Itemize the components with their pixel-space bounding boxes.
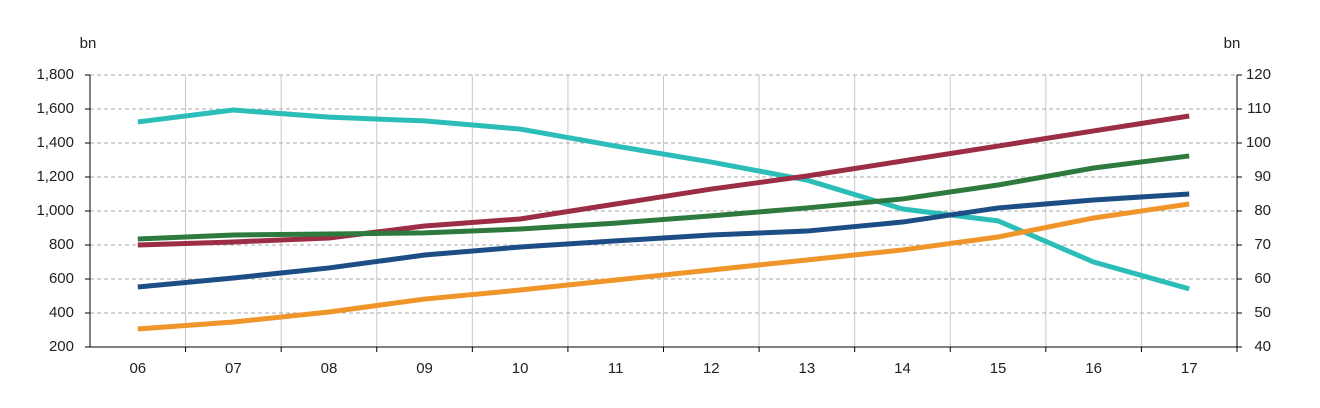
y-tick-label: 1,200 (36, 168, 74, 185)
y2-tick-label: 100 (1246, 134, 1271, 151)
y-tick-label: 1,600 (36, 100, 74, 117)
y-tick-label: 1,800 (36, 66, 74, 83)
line-series (137, 201, 1190, 332)
x-tick-label: 07 (225, 360, 242, 377)
y-tick-label: 1,400 (36, 134, 74, 151)
x-tick-label: 11 (608, 360, 624, 377)
line-series (137, 153, 1190, 242)
y-tick-label: 1,000 (36, 202, 74, 219)
x-tick-label: 12 (703, 360, 720, 377)
line-series (137, 113, 1190, 248)
y2-axis-label: bn (1224, 35, 1241, 52)
y-tick-label: 400 (49, 304, 74, 321)
y-tick-label: 600 (49, 270, 74, 287)
y2-tick-label: 90 (1254, 168, 1271, 185)
y2-tick-label: 70 (1254, 236, 1271, 253)
y2-tick-label: 110 (1247, 100, 1271, 117)
y2-tick-label: 120 (1246, 66, 1271, 83)
x-tick-label: 17 (1181, 360, 1198, 377)
x-tick-label: 16 (1085, 360, 1102, 377)
x-tick-label: 14 (894, 360, 911, 377)
x-tick-label: 06 (129, 360, 146, 377)
line-series (137, 107, 1190, 292)
x-tick-label: 15 (990, 360, 1007, 377)
x-tick-label: 08 (321, 360, 338, 377)
y2-tick-label: 40 (1254, 338, 1271, 355)
y-axis-label: bn (80, 35, 97, 52)
y2-tick-label: 80 (1254, 202, 1271, 219)
y2-tick-label: 60 (1254, 270, 1271, 287)
line-series (137, 191, 1190, 290)
x-tick-label: 13 (799, 360, 816, 377)
y2-tick-label: 50 (1254, 304, 1271, 321)
y-tick-label: 200 (49, 338, 74, 355)
y-tick-label: 800 (49, 236, 74, 253)
x-tick-label: 09 (416, 360, 433, 377)
x-tick-label: 10 (512, 360, 529, 377)
